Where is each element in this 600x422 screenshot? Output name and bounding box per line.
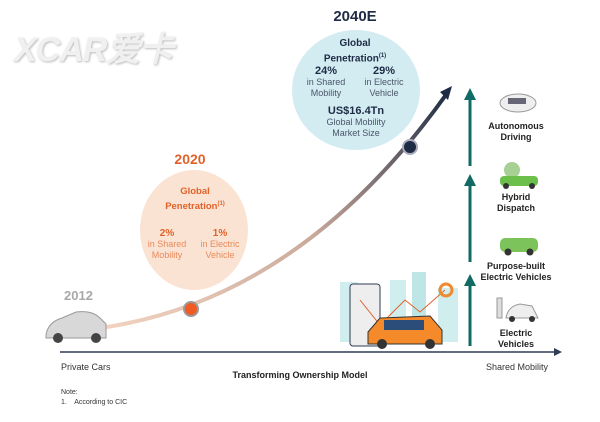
dot-2040 — [402, 139, 418, 155]
stat-shared-2040: 24% in Shared Mobility — [306, 65, 346, 99]
penetration-2040-title: Global Penetration(1) — [300, 38, 410, 65]
axis-left-label: Private Cars — [61, 362, 111, 372]
penetration-2020-title: Global Penetration(1) — [140, 186, 250, 213]
axis-right-label: Shared Mobility — [486, 362, 549, 372]
stat-shared-2020: 2% in Shared Mobility — [147, 228, 187, 260]
title-line: Global — [339, 38, 371, 49]
title-line-2: Penetration(1) — [165, 201, 225, 213]
stage-purpose-built-ev: Purpose-built Electric Vehicles — [480, 261, 552, 282]
note-title: Note: — [61, 389, 78, 396]
penetration-2020-circle — [140, 170, 248, 290]
penetration-2040-circle — [292, 30, 420, 150]
hybrid-dispatch-car-icon — [500, 162, 538, 189]
title-line: Global — [180, 186, 210, 197]
watermark-logo: XCAR爱卡 — [14, 31, 173, 69]
market-size-2040: US$16.4Tn Global Mobility Market Size — [326, 105, 386, 139]
footnote: Note: 1. According to CIC — [61, 388, 127, 408]
city-ride-hailing-illustration — [340, 272, 458, 349]
stage-autonomous-driving: Autonomous Driving — [488, 121, 544, 142]
stat-ev-2040: 29% in Electric Vehicle — [364, 65, 404, 99]
purpose-built-ev-icon — [500, 238, 538, 256]
note-item: 1. According to CIC — [61, 399, 128, 406]
private-car-illustration — [45, 311, 107, 343]
year-2012-label: 2012 — [64, 288, 93, 303]
axis-title: Transforming Ownership Model — [232, 370, 368, 380]
year-2020-label: 2020 — [174, 151, 206, 167]
curve-arrowhead — [440, 86, 452, 100]
stage-hybrid-dispatch: Hybrid Dispatch — [496, 192, 535, 213]
electric-vehicle-charging-icon — [496, 297, 539, 322]
stat-ev-2020: 1% in Electric Vehicle — [200, 228, 240, 260]
autonomous-car-icon — [499, 93, 537, 113]
title-line-2: Penetration(1) — [323, 53, 387, 65]
axis-arrowhead — [554, 348, 562, 356]
dot-2020 — [183, 301, 199, 317]
year-2040-label: 2040E — [333, 8, 377, 25]
stage-electric-vehicles: Electric Vehicles — [497, 328, 535, 349]
